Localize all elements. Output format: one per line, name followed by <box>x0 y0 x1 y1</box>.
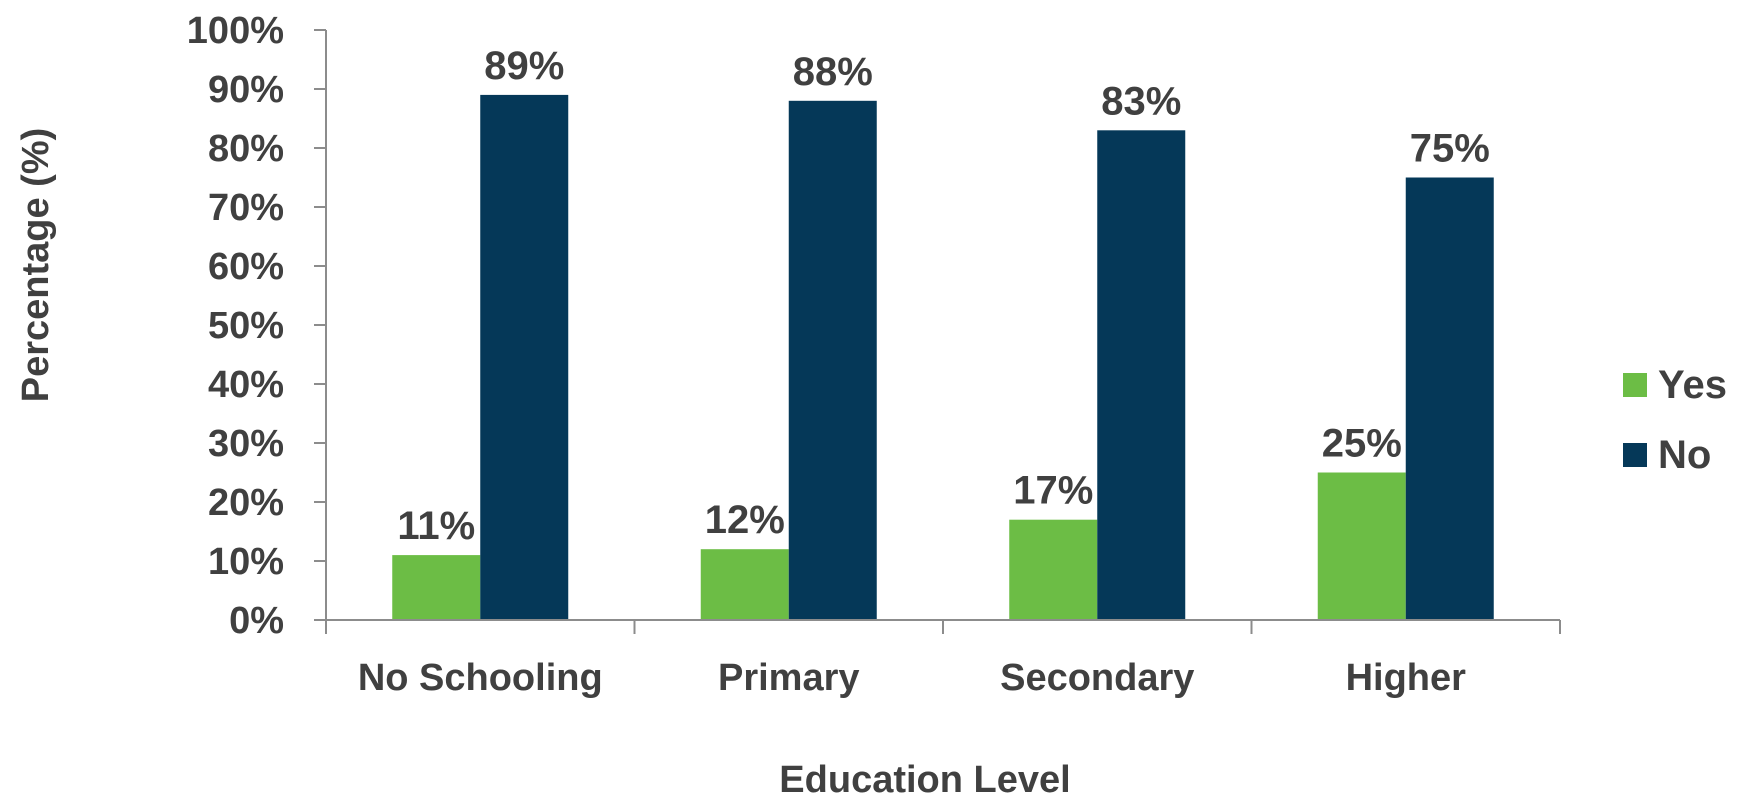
legend-label-yes: Yes <box>1658 363 1727 407</box>
data-label-no: 75% <box>1410 127 1490 171</box>
data-label-yes: 25% <box>1322 422 1402 466</box>
y-tick-label: 10% <box>208 541 284 583</box>
y-axis-title: Percentage (%) <box>15 128 57 403</box>
y-tick-label: 50% <box>208 305 284 347</box>
data-label-yes: 12% <box>705 498 785 542</box>
y-tick-label: 100% <box>187 10 284 52</box>
bar-no <box>1097 130 1186 621</box>
bar-no <box>788 100 877 621</box>
x-axis-ticks <box>325 620 1561 634</box>
data-label-no: 88% <box>793 50 873 94</box>
data-label-yes: 17% <box>1013 469 1093 513</box>
y-axis-ticks: 0% 10% 20% 30% 40% 50% 60% 70% 80% 90% 100% <box>187 10 326 642</box>
x-tick-label: Higher <box>1346 657 1467 699</box>
y-tick-label: 70% <box>208 187 284 229</box>
bar-no <box>1405 177 1494 620</box>
data-labels: 11% 12% 17% 25% 89% 88% 83% 75% <box>397 44 1489 548</box>
legend-swatch-no <box>1623 443 1647 467</box>
bar-yes <box>1009 519 1098 620</box>
data-label-no: 83% <box>1101 79 1181 123</box>
bar-yes <box>1317 472 1406 620</box>
x-tick-label: Primary <box>718 657 860 699</box>
data-label-no: 89% <box>484 44 564 88</box>
x-axis-title: Education Level <box>779 759 1070 797</box>
y-tick-label: 90% <box>208 69 284 111</box>
x-tick-label: Secondary <box>1000 657 1194 699</box>
bars <box>392 94 1494 621</box>
bar-yes <box>700 549 789 620</box>
y-tick-label: 40% <box>208 364 284 406</box>
x-tick-label: No Schooling <box>358 657 603 699</box>
legend: Yes No <box>1623 363 1727 477</box>
y-tick-label: 60% <box>208 246 284 288</box>
y-tick-label: 80% <box>208 128 284 170</box>
y-tick-label: 20% <box>208 482 284 524</box>
legend-swatch-yes <box>1623 373 1647 397</box>
y-tick-label: 0% <box>229 600 284 642</box>
legend-label-no: No <box>1658 433 1711 477</box>
bar-yes <box>392 555 481 620</box>
y-tick-label: 30% <box>208 423 284 465</box>
data-label-yes: 11% <box>397 504 475 548</box>
x-axis-categories: No Schooling Primary Secondary Higher <box>358 657 1466 699</box>
bar-no <box>480 94 569 620</box>
